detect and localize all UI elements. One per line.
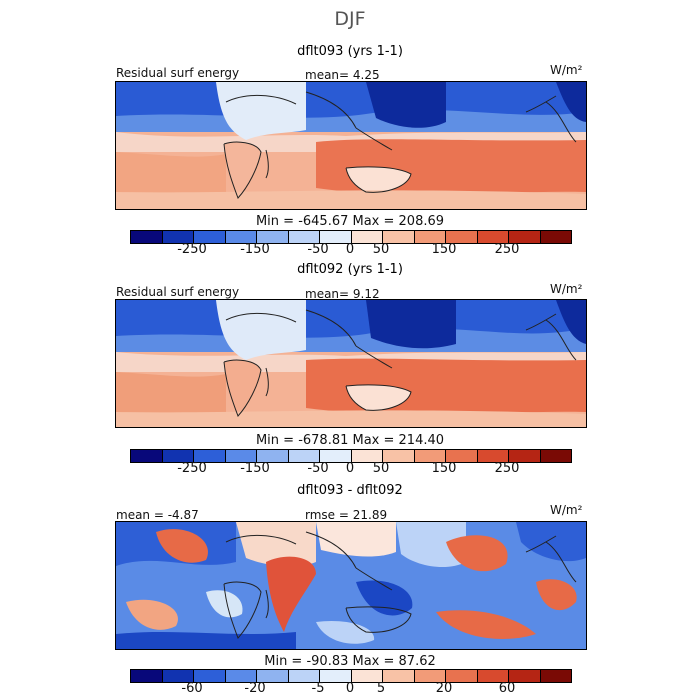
panel2-tick: -150 [240,461,270,476]
panel2-tick: 0 [345,461,355,476]
panel1-subtitle: dflt093 (yrs 1-1) [297,44,403,59]
panel3-map [115,521,587,650]
panel1-units-label: W/m² [550,63,583,77]
panel1-colorbar-seg [257,231,289,243]
panel2-colorbar [130,449,572,463]
panel1-colorbar-seg [225,231,257,243]
panel2-tick: -50 [307,461,329,476]
panel1-field-label: Residual surf energy [116,66,240,80]
panel1-tick: -50 [307,242,329,257]
panel2-field-svg [116,300,586,427]
panel3-tick: -5 [311,681,325,696]
panel2-colorbar-seg [194,450,226,462]
panel2-colorbar-seg [320,450,352,462]
panel1-tick: 150 [431,242,457,257]
panel3-tick: -60 [181,681,203,696]
panel2-colorbar-seg [446,450,478,462]
panel3-colorbar-seg [320,670,352,682]
panel2-colorbar-seg [162,450,194,462]
panel1-tick: 250 [494,242,520,257]
panel1-tick: 50 [372,242,390,257]
panel3-colorbar-seg [351,670,383,682]
panel3-field-svg [116,522,586,649]
panel3-tick: -20 [244,681,266,696]
panel3-colorbar-seg [162,670,194,682]
panel3-colorbar-seg [288,670,320,682]
panel2-colorbar-seg [477,450,509,462]
panel1-colorbar [130,230,572,244]
panel3-colorbar-seg [414,670,446,682]
panel1-field-svg [116,82,586,209]
panel3-colorbar-seg [477,670,509,682]
panel3-colorbar-seg [131,670,163,682]
panel1-colorbar-seg [383,231,415,243]
panel1-colorbar-seg [477,231,509,243]
panel2-tick: 250 [494,461,520,476]
panel3-colorbar-seg [446,670,478,682]
panel3-tick: 20 [435,681,453,696]
panel1-minmax: Min = -645.67 Max = 208.69 [255,214,445,229]
panel2-colorbar-seg [131,450,163,462]
panel2-colorbar-seg [288,450,320,462]
panel2-colorbar-seg [351,450,383,462]
panel1-colorbar-seg [194,231,226,243]
panel3-colorbar-seg [540,670,571,682]
panel3-tick: 60 [498,681,516,696]
panel3-colorbar-seg [257,670,289,682]
panel2-colorbar-seg [540,450,571,462]
panel3-mean-label: mean = -4.87 [116,508,199,522]
panel2-units-label: W/m² [550,282,583,296]
panel3-tick: 5 [376,681,386,696]
panel1-colorbar-seg [509,231,541,243]
panel3-colorbar [130,669,572,683]
panel1-colorbar-seg [131,231,163,243]
panel2-tick: 150 [431,461,457,476]
panel2-mean-label: mean= 9.12 [305,287,380,301]
panel2-minmax: Min = -678.81 Max = 214.40 [255,433,445,448]
panel3-subtitle: dflt093 - dflt092 [297,483,403,498]
panel1-colorbar-seg [162,231,194,243]
panel3-units-label: W/m² [550,503,583,517]
panel2-map [115,299,587,428]
panel1-colorbar-seg [288,231,320,243]
panel2-subtitle: dflt092 (yrs 1-1) [297,262,403,277]
panel3-rmse-label: rmse = 21.89 [305,508,388,522]
panel2-colorbar-seg [257,450,289,462]
panel3-colorbar-seg [383,670,415,682]
panel2-colorbar-seg [383,450,415,462]
panel3-colorbar-seg [509,670,541,682]
panel1-tick: -250 [177,242,207,257]
panel1-mean-label: mean= 4.25 [305,68,380,82]
panel2-tick: 50 [372,461,390,476]
panel1-tick: 0 [345,242,355,257]
panel3-minmax: Min = -90.83 Max = 87.62 [264,654,436,669]
panel1-colorbar-seg [414,231,446,243]
panel1-tick: -150 [240,242,270,257]
panel1-colorbar-seg [351,231,383,243]
panel1-colorbar-seg [446,231,478,243]
season-title: DJF [334,8,366,30]
panel1-colorbar-seg [540,231,571,243]
panel2-field-label: Residual surf energy [116,285,240,299]
panel2-colorbar-seg [414,450,446,462]
panel1-colorbar-seg [320,231,352,243]
panel3-colorbar-seg [194,670,226,682]
panel3-tick: 0 [345,681,355,696]
panel1-map [115,81,587,210]
panel2-colorbar-seg [509,450,541,462]
panel2-colorbar-seg [225,450,257,462]
panel3-colorbar-seg [225,670,257,682]
panel2-tick: -250 [177,461,207,476]
